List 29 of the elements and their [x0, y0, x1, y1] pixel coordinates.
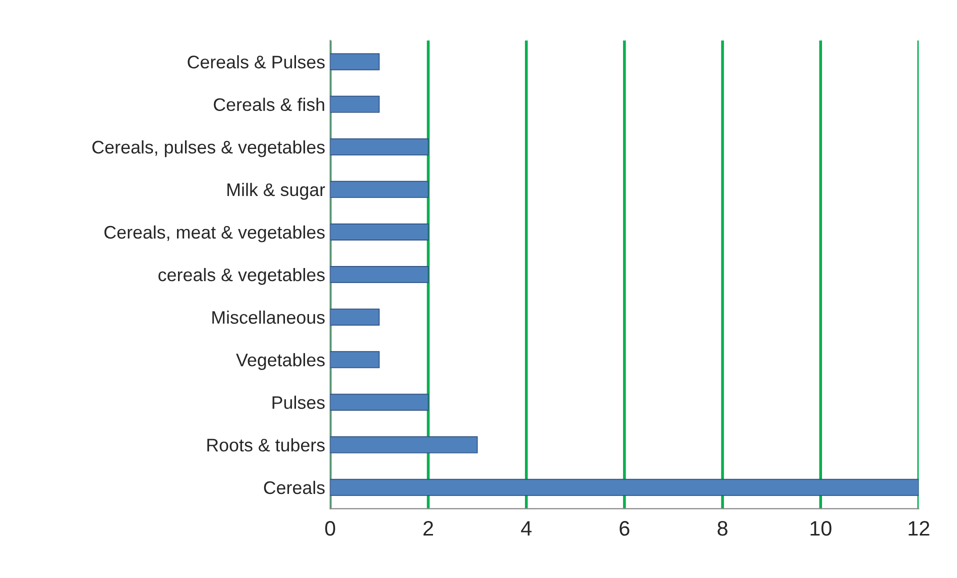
bar — [330, 436, 478, 454]
y-tick-label: Cereals & fish — [214, 98, 324, 112]
x-tick-label: 10 — [810, 520, 832, 536]
y-tick-label: Miscellaneous — [212, 310, 325, 324]
y-tick-label: Vegetables — [236, 353, 325, 370]
x-tick-label: 12 — [908, 520, 930, 536]
y-tick-label: Cereals, meat & vegetables — [104, 225, 325, 242]
y-tick-label: Roots & tubers — [207, 438, 325, 452]
y-tick-label: Milk & sugar — [227, 182, 326, 200]
x-tick-label: 8 — [718, 520, 728, 536]
bar — [330, 96, 380, 113]
x-tick-label: 2 — [424, 520, 434, 536]
bar — [330, 138, 429, 156]
bar — [330, 308, 380, 326]
bar — [330, 180, 429, 198]
x-tick-label: 6 — [620, 520, 630, 536]
y-tick-label: Cereals — [264, 480, 325, 494]
y-tick-label: Cereals, pulses & vegetables — [92, 140, 325, 158]
y-tick-label: Cereals & Pulses — [188, 55, 325, 68]
x-tick-label: 0 — [325, 520, 336, 536]
y-tick-label: cereals & vegetables — [158, 268, 325, 285]
y-tick-label: Pulses — [272, 396, 325, 409]
bar — [330, 266, 429, 284]
bar — [330, 223, 429, 240]
bar — [330, 53, 380, 70]
bar — [330, 351, 380, 368]
x-tick-label: 4 — [521, 521, 532, 536]
bar — [330, 394, 429, 411]
bar — [330, 478, 919, 496]
